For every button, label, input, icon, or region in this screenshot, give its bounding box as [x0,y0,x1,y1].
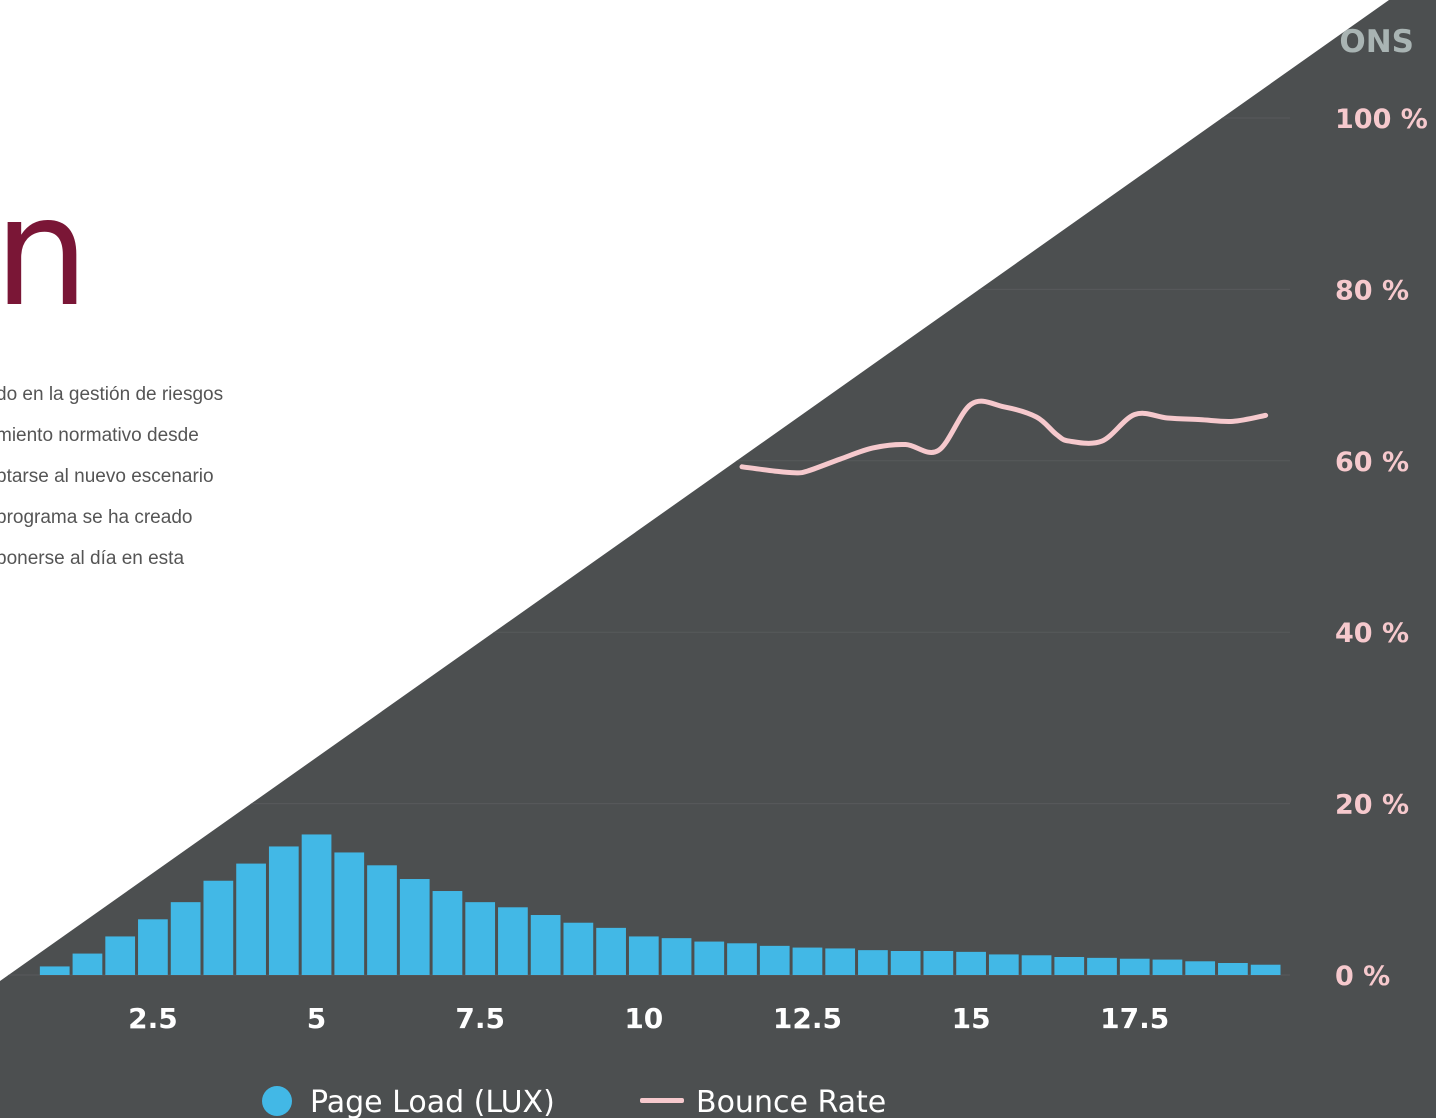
x-tick-label: 10 [624,1002,663,1035]
page-load-bar [1054,957,1085,975]
page-load-bar [596,927,626,975]
bounce-rate-line [739,398,1269,476]
page-load-bar [694,941,725,975]
page-load-bar [1119,958,1150,975]
page-load-bar [727,943,757,975]
page-load-legend-swatch [262,1086,292,1116]
intro-line: miento normativo desde [0,425,199,446]
page-load-bar [203,880,234,975]
page-load-legend-label: Page Load (LUX) [310,1085,555,1118]
chart-legend: Page Load (LUX) Bounce Rate [262,1085,886,1118]
page-load-bar [105,936,136,975]
page-load-bar [628,936,659,975]
intro-line: programa se ha creado [0,507,193,528]
x-tick-label: 7.5 [455,1002,505,1035]
page-load-bar [825,948,856,975]
page-load-bar [399,879,430,975]
page-load-bar [1087,957,1117,975]
chart-corner-label: ONS [1339,24,1414,60]
page-load-bar [563,922,594,975]
intro-line: ptarse al nuevo escenario [0,466,214,487]
page-load-bar [465,902,496,975]
page-load-bar [1021,955,1052,975]
y-tick-label: 40 % [1335,618,1409,649]
page-load-bar [367,865,397,975]
page-load-bar [923,951,954,975]
page-load-bar [661,938,692,975]
x-axis-ticks: 2.5 5 7.5 10 12.5 15 17.5 [128,1002,1169,1035]
hero-title-fragment: n [0,166,90,340]
bounce-rate-legend-swatch [640,1098,684,1103]
page-load-bars [39,834,1281,975]
page-load-bar [1152,959,1183,975]
y-tick-label: 60 % [1335,447,1409,478]
page-load-bar [170,902,201,975]
page-load-bar [890,951,921,975]
page-load-bar [988,954,1019,975]
page-load-bar [72,953,103,975]
y-axis-ticks: 100 % 80 % 60 % 40 % 20 % 0 % [1335,104,1428,992]
x-tick-label: 17.5 [1100,1002,1169,1035]
page-load-bar [792,947,823,975]
page-load-bar [1185,961,1216,975]
page-load-bar [858,950,888,975]
page-load-bar [498,907,528,975]
page-load-bar [956,951,986,975]
page-load-bar [301,834,332,975]
page-load-bar [138,919,168,975]
page-load-bar [1250,964,1281,975]
y-tick-label: 100 % [1335,104,1428,135]
x-tick-label: 12.5 [773,1002,842,1035]
intro-line: do en la gestión de riesgos [0,384,224,405]
y-tick-label: 80 % [1335,275,1409,306]
x-tick-label: 2.5 [128,1002,178,1035]
x-tick-label: 5 [307,1002,326,1035]
bounce-rate-legend-label: Bounce Rate [696,1085,886,1118]
page-load-bar [1218,963,1248,975]
intro-paragraph: do en la gestión de riesgos miento norma… [0,374,296,579]
y-tick-label: 20 % [1335,790,1409,821]
page-load-bar [334,852,365,975]
x-tick-label: 15 [952,1002,991,1035]
page-load-bar [39,966,70,975]
page-load-bar [236,863,266,975]
page-load-bar [759,945,790,975]
page-load-bar [268,846,299,975]
page-load-bar [530,915,561,975]
page-load-bar [432,891,463,975]
intro-line: ponerse al día en esta [0,548,185,569]
y-tick-label: 0 % [1335,961,1390,992]
